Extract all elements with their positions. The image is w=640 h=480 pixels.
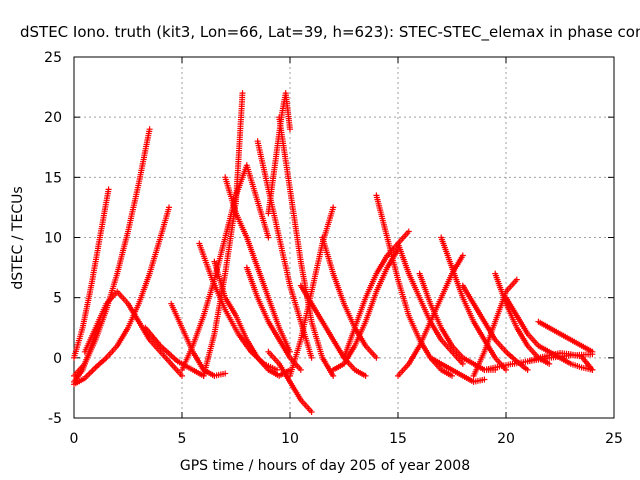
data-series	[222, 174, 293, 355]
series-plus-markers	[71, 126, 153, 379]
x-tick-label: 20	[497, 431, 515, 447]
x-axis-label: GPS time / hours of day 205 of year 2008	[180, 458, 470, 474]
data-series	[71, 204, 172, 388]
series-plus-markers	[330, 246, 401, 373]
series-plus-markers	[71, 186, 112, 361]
y-tick-label: 0	[53, 351, 62, 367]
data-series	[142, 324, 207, 379]
series-plus-markers	[222, 174, 293, 355]
chart-title: dSTEC Iono. truth (kit3, Lon=66, Lat=39,…	[20, 23, 640, 42]
y-tick-label: 20	[44, 110, 62, 126]
series-plus-markers	[524, 350, 596, 373]
series-plus-markers	[373, 192, 455, 379]
data-series	[492, 270, 553, 367]
x-tick-label: 15	[389, 431, 407, 447]
y-tick-label: 15	[44, 170, 62, 186]
y-tick-label: 10	[44, 231, 62, 247]
data-series	[395, 240, 466, 367]
series-plus-markers	[503, 294, 596, 373]
data-series	[81, 288, 185, 379]
series-plus-markers	[492, 270, 553, 367]
y-tick-label: 25	[44, 50, 62, 66]
series-plus-markers	[71, 204, 172, 388]
data-series	[71, 186, 112, 361]
series-plus-markers	[81, 288, 185, 379]
data-series	[211, 258, 293, 379]
data-series	[535, 318, 596, 355]
series-plus-markers	[142, 324, 207, 379]
axis-ticks: 0 5 10 15 20 25 -5 0 5 10 15 20 25	[44, 50, 623, 447]
x-tick-label: 25	[605, 431, 623, 447]
data-series	[427, 354, 488, 385]
series-plus-markers	[265, 348, 315, 415]
series-plus-markers	[254, 138, 315, 361]
data-series	[373, 192, 455, 379]
y-axis-label: dSTEC / TECUs	[10, 186, 26, 289]
x-tick-label: 5	[178, 431, 187, 447]
series-plus-markers	[427, 354, 488, 385]
data-series	[243, 264, 304, 373]
series-plus-markers	[535, 318, 596, 355]
x-tick-label: 0	[70, 431, 79, 447]
y-tick-label: 5	[53, 291, 62, 307]
series-plus-markers	[395, 240, 466, 367]
x-tick-label: 10	[281, 431, 299, 447]
data-series	[330, 246, 401, 373]
data-series	[265, 348, 315, 415]
data-series	[503, 294, 596, 373]
series-plus-markers	[211, 258, 293, 379]
data-points	[71, 90, 596, 415]
data-series	[71, 126, 153, 379]
series-plus-markers	[416, 270, 499, 373]
data-series	[254, 138, 315, 361]
series-plus-markers	[243, 264, 304, 373]
y-tick-label: -5	[48, 411, 62, 427]
data-series	[524, 350, 596, 373]
data-series	[416, 270, 499, 373]
